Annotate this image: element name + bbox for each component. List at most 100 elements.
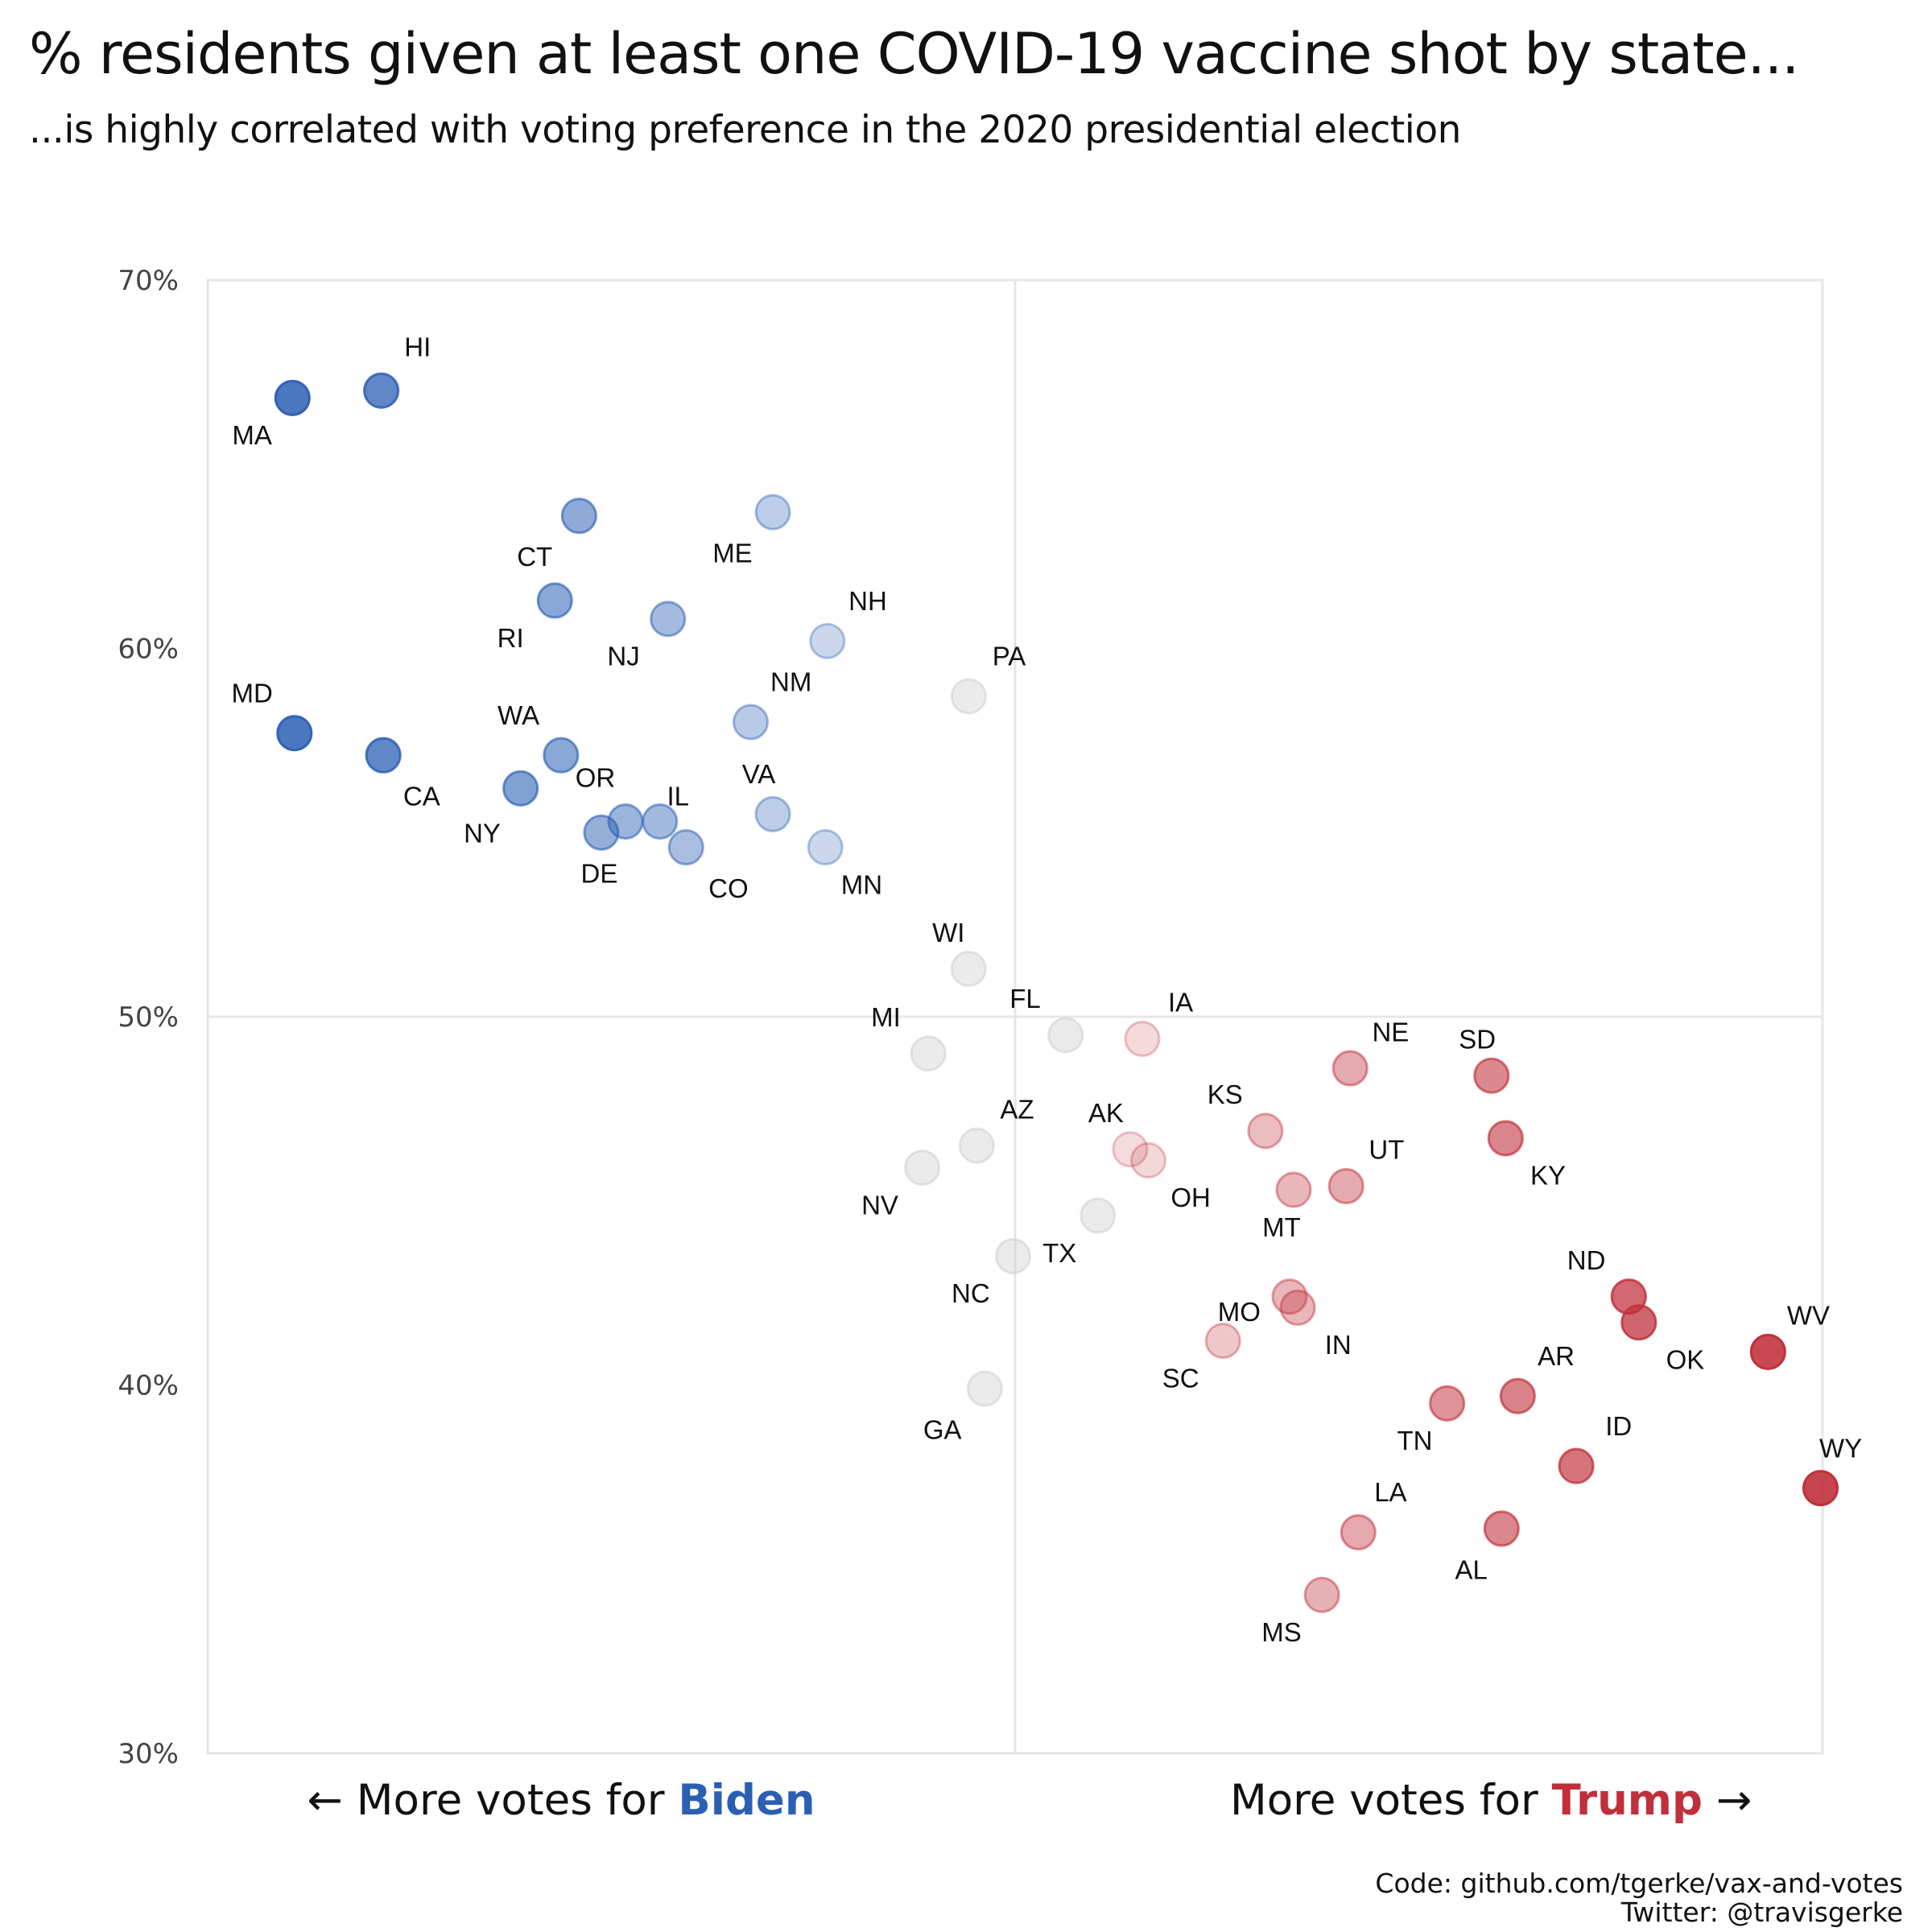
chart-subtitle: ...is highly correlated with voting pref… bbox=[29, 108, 1461, 152]
state-point-nc bbox=[994, 1237, 1031, 1274]
y-tick-label: 30% bbox=[118, 1738, 179, 1770]
state-point-pa bbox=[950, 678, 987, 715]
state-point-wa bbox=[543, 737, 580, 774]
state-label-mi: MI bbox=[871, 1002, 901, 1032]
state-label-nm: NM bbox=[770, 667, 811, 697]
state-label-hi: HI bbox=[404, 332, 431, 361]
biden-name: Biden bbox=[678, 1776, 815, 1825]
code-credit: Code: github.com/tgerke/vax-and-votes bbox=[1375, 1868, 1903, 1899]
state-label-ut: UT bbox=[1368, 1135, 1404, 1165]
state-label-nj: NJ bbox=[607, 642, 639, 671]
state-label-md: MD bbox=[232, 678, 273, 708]
state-point-il bbox=[642, 803, 679, 840]
state-label-in: IN bbox=[1325, 1330, 1352, 1360]
right-arrow: → bbox=[1715, 1776, 1752, 1825]
state-label-wv: WV bbox=[1787, 1301, 1830, 1331]
state-point-mo bbox=[1271, 1278, 1308, 1315]
state-point-tn bbox=[1429, 1385, 1466, 1422]
state-point-ga bbox=[966, 1370, 1003, 1407]
state-label-al: AL bbox=[1455, 1554, 1488, 1584]
chart-title: % residents given at least one COVID-19 … bbox=[29, 21, 1799, 87]
y-axis-ticks: 30% 40% 50% 60% 70% bbox=[118, 265, 179, 1770]
state-label-ga: GA bbox=[923, 1414, 962, 1444]
state-label-tn: TN bbox=[1397, 1426, 1432, 1455]
state-label-oh: OH bbox=[1170, 1183, 1211, 1212]
trump-name: Trump bbox=[1551, 1776, 1703, 1825]
state-label-ms: MS bbox=[1261, 1617, 1302, 1647]
grid bbox=[206, 279, 1824, 1755]
state-label-ia: IA bbox=[1168, 988, 1193, 1018]
state-point-ia bbox=[1124, 1020, 1161, 1057]
right-prefix: More votes for bbox=[1230, 1776, 1538, 1825]
state-label-il: IL bbox=[667, 782, 689, 811]
state-label-nh: NH bbox=[848, 586, 887, 616]
state-point-de bbox=[583, 814, 620, 851]
state-label-nc: NC bbox=[952, 1278, 990, 1308]
state-point-mn bbox=[807, 829, 844, 866]
state-label-ri: RI bbox=[497, 623, 524, 653]
state-label-ne: NE bbox=[1372, 1017, 1409, 1046]
state-label-id: ID bbox=[1605, 1411, 1632, 1441]
state-point-sd bbox=[1473, 1057, 1510, 1094]
state-point-me bbox=[754, 493, 791, 530]
state-label-ny: NY bbox=[464, 818, 501, 848]
state-label-wa: WA bbox=[497, 700, 539, 730]
state-point-ri bbox=[536, 582, 573, 619]
state-point-tx bbox=[1080, 1197, 1117, 1234]
state-label-la: LA bbox=[1374, 1477, 1406, 1507]
state-point-ut bbox=[1327, 1167, 1364, 1204]
state-label-co: CO bbox=[708, 873, 749, 903]
state-label-sc: SC bbox=[1162, 1363, 1199, 1393]
state-label-sd: SD bbox=[1459, 1024, 1496, 1054]
state-label-ma: MA bbox=[232, 420, 272, 450]
state-point-wv bbox=[1749, 1333, 1786, 1370]
state-point-al bbox=[1483, 1510, 1520, 1547]
left-arrow: ← bbox=[307, 1776, 343, 1825]
state-point-in bbox=[1279, 1289, 1316, 1326]
left-prefix: More votes for bbox=[356, 1776, 665, 1825]
state-point-sc bbox=[1204, 1323, 1241, 1360]
state-label-fl: FL bbox=[1009, 984, 1041, 1013]
state-point-hi bbox=[363, 372, 400, 409]
state-label-nd: ND bbox=[1567, 1245, 1606, 1275]
state-labels: MA HI CT ME RI NJ NH PA MD NM WA CA NY OR DE IL VA CO MN WI… bbox=[232, 332, 1863, 1647]
y-tick-label: 50% bbox=[118, 1001, 179, 1034]
state-label-mt: MT bbox=[1262, 1212, 1301, 1242]
state-label-nv: NV bbox=[861, 1190, 898, 1220]
state-point-co bbox=[667, 829, 704, 866]
state-point-oh bbox=[1129, 1141, 1166, 1179]
state-point-wi bbox=[950, 951, 987, 988]
state-point-ak bbox=[1112, 1131, 1149, 1168]
state-label-ky: KY bbox=[1530, 1161, 1566, 1191]
state-label-mn: MN bbox=[841, 869, 882, 899]
state-label-wy: WY bbox=[1819, 1433, 1862, 1463]
state-point-ok bbox=[1620, 1304, 1657, 1341]
state-point-ky bbox=[1487, 1120, 1524, 1157]
state-point-ct bbox=[560, 497, 597, 535]
state-label-wi: WI bbox=[932, 918, 964, 947]
state-label-or: OR bbox=[576, 763, 616, 793]
state-label-pa: PA bbox=[993, 642, 1026, 671]
data-points bbox=[274, 372, 1839, 1613]
state-label-ak: AK bbox=[1088, 1098, 1124, 1128]
state-point-nv bbox=[904, 1150, 941, 1187]
state-label-ct: CT bbox=[517, 542, 552, 572]
state-label-ks: KS bbox=[1208, 1080, 1243, 1109]
state-point-ks bbox=[1247, 1113, 1284, 1150]
state-point-la bbox=[1340, 1514, 1377, 1550]
state-point-id bbox=[1558, 1447, 1595, 1484]
state-point-ar bbox=[1499, 1377, 1536, 1414]
state-point-ne bbox=[1331, 1050, 1368, 1087]
state-label-va: VA bbox=[742, 759, 776, 789]
state-point-va bbox=[754, 795, 791, 832]
state-point-az bbox=[958, 1127, 995, 1164]
state-point-mi bbox=[910, 1035, 947, 1072]
state-label-tx: TX bbox=[1042, 1238, 1076, 1268]
twitter-credit: Twitter: @travisgerke bbox=[1620, 1897, 1903, 1928]
state-point-ny bbox=[502, 770, 539, 807]
state-label-mo: MO bbox=[1218, 1297, 1261, 1327]
state-label-me: ME bbox=[712, 539, 753, 568]
x-axis-label-biden: ← More votes for Biden bbox=[308, 1776, 815, 1825]
state-point-ma bbox=[274, 379, 311, 416]
